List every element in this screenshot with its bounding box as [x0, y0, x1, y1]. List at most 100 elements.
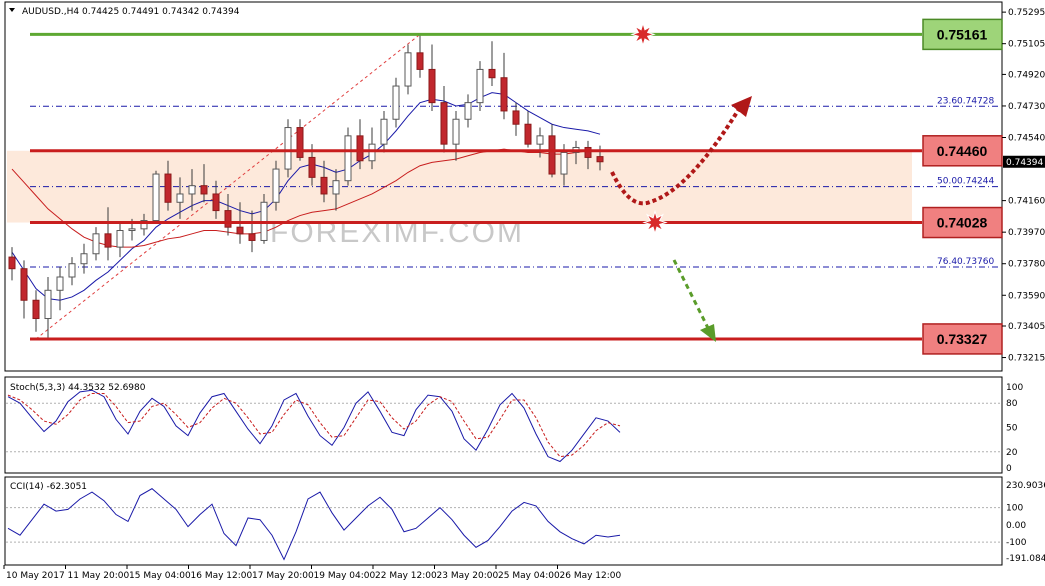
bull-candle	[176, 193, 184, 203]
fib-ratio-label: 23.6	[937, 96, 957, 106]
x-tick-label: 10 May 2017	[6, 571, 65, 581]
bull-candle	[404, 52, 412, 87]
bear-candle	[200, 185, 208, 195]
bear-candle	[428, 68, 436, 104]
resistance-label-box	[922, 18, 1003, 51]
fib-price-label: 0.74728	[957, 96, 994, 106]
lower-zone-label-text: 0.74028	[937, 215, 988, 231]
x-tick-label: 15 May 04:00	[129, 571, 191, 581]
cci-y-tick-label: 100	[1006, 504, 1023, 514]
bear-candle	[32, 299, 40, 320]
bear-candle	[20, 268, 28, 301]
bull-candle	[128, 228, 136, 232]
bear-candle	[488, 68, 496, 79]
cci-info: CCI(14) -62.3051	[10, 482, 87, 492]
bull-candle	[140, 220, 148, 230]
bull-candle	[188, 185, 196, 195]
bear-candle	[440, 102, 448, 145]
support-label-box	[922, 323, 1003, 355]
bull-candle	[368, 143, 376, 162]
bear-candle	[548, 135, 556, 175]
x-tick-label: 17 May 20:00	[252, 571, 314, 581]
bull-candle	[56, 276, 64, 291]
bull-candle	[380, 118, 388, 145]
cci-y-tick-label: 0.00	[1006, 521, 1026, 531]
y-tick-label: 0.74920	[1008, 70, 1045, 80]
bull-candle	[44, 289, 52, 320]
bull-candle	[92, 233, 100, 255]
bull-candle	[332, 180, 340, 195]
y-tick-label: 0.75295	[1008, 8, 1045, 18]
stoch-y-tick-label: 100	[1006, 383, 1023, 393]
y-tick-label: 0.74160	[1008, 197, 1045, 207]
bull-candle	[272, 168, 280, 203]
x-tick-label: 26 May 12:00	[560, 571, 622, 581]
bull-candle	[80, 253, 88, 265]
bear-candle	[296, 127, 304, 158]
bull-candle	[284, 127, 292, 170]
lower-zone-label-box	[922, 206, 1003, 239]
bull-candle	[452, 118, 460, 145]
stoch-main-line	[7, 389, 621, 463]
y-tick-label: 0.75105	[1008, 40, 1045, 50]
y-tick-label: 0.74540	[1008, 134, 1045, 144]
bull-candle	[392, 85, 400, 120]
cci-y-tick-label: -100	[1006, 538, 1027, 548]
cci-line	[7, 488, 621, 561]
stoch-info: Stoch(5,3,3) 44.3532 52.6980	[10, 383, 146, 393]
bear-candle	[104, 233, 112, 248]
stoch-y-tick-label: 80	[1006, 399, 1018, 409]
stoch-y-tick-label: 50	[1006, 424, 1018, 434]
bear-candle	[212, 193, 220, 212]
bear-candle	[512, 110, 520, 125]
support-label-text: 0.73327	[937, 331, 988, 347]
stoch-y-tick-label: 20	[1006, 448, 1018, 458]
bear-candle	[164, 173, 172, 203]
cci-panel-frame	[4, 476, 1003, 566]
bear-candle	[308, 156, 316, 178]
bullish-arrowhead-icon	[731, 96, 752, 117]
fib-ratio-label: 76.4	[937, 257, 957, 267]
bull-candle	[152, 173, 160, 222]
breakout-star-icon	[630, 21, 656, 48]
x-tick-label: 23 May 20:00	[437, 571, 499, 581]
bear-candle	[224, 210, 232, 228]
bear-candle	[356, 135, 364, 162]
resistance-label-text: 0.75161	[937, 26, 988, 42]
bear-candle	[248, 233, 256, 241]
fib-price-label: 0.73760	[957, 257, 994, 267]
fib-ratio-label: 50.0	[937, 177, 957, 187]
bull-candle	[464, 102, 472, 120]
cci-y-tick-label: -191.0842	[1006, 554, 1045, 564]
bear-candle	[596, 156, 604, 163]
bull-candle	[68, 263, 76, 278]
y-tick-label: 0.73590	[1008, 291, 1045, 301]
bull-candle	[476, 68, 484, 104]
bearish-arrowhead-icon	[700, 324, 716, 342]
stoch-y-tick-label: 0	[1006, 464, 1012, 474]
x-tick-label: 22 May 12:00	[375, 571, 437, 581]
y-tick-label: 0.73215	[1008, 354, 1045, 364]
y-tick-label: 0.73780	[1008, 260, 1045, 270]
bear-candle	[320, 176, 328, 195]
star-shape	[642, 209, 668, 236]
x-tick-label: 19 May 04:00	[314, 571, 376, 581]
y-tick-label: 0.73970	[1008, 228, 1045, 238]
collapse-triangle-icon[interactable]	[9, 8, 15, 12]
bearish-path-arrow	[672, 259, 710, 329]
bear-candle	[416, 52, 424, 70]
x-tick-label: 25 May 04:00	[498, 571, 560, 581]
breakout-star-icon	[642, 209, 668, 236]
stoch-signal-line	[7, 392, 621, 458]
bear-candle	[236, 226, 244, 235]
bull-candle	[560, 151, 568, 175]
bear-candle	[8, 256, 16, 270]
bear-candle	[500, 77, 508, 112]
current-price-box	[1003, 155, 1045, 168]
bull-candle	[116, 230, 124, 248]
bear-candle	[524, 123, 532, 145]
stoch-panel-frame	[4, 376, 1003, 474]
x-tick-label: 16 May 12:00	[191, 571, 253, 581]
